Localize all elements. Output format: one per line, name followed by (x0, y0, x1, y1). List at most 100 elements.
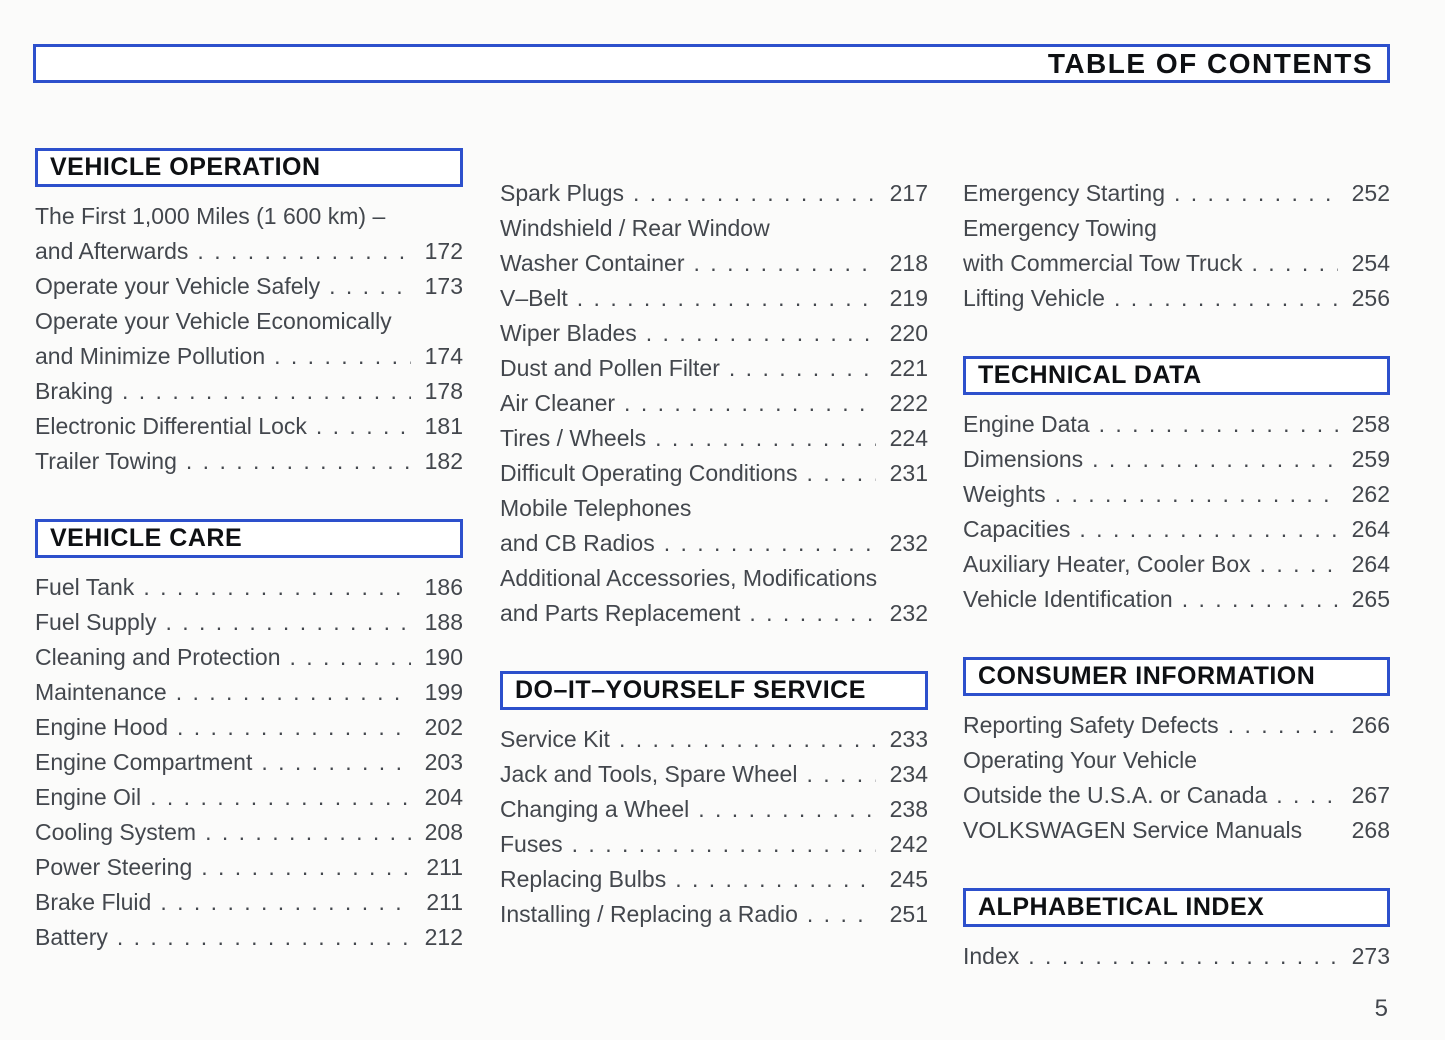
toc-entry-label: Reporting Safety Defects (963, 712, 1219, 738)
toc-entry-page: 218 (889, 250, 928, 276)
dot-leader (274, 339, 411, 374)
section-header-box: DO–IT–YOURSELF SERVICE (500, 671, 928, 710)
toc-entry-label: Braking (35, 378, 113, 404)
toc-entry: Index 273 (963, 939, 1390, 974)
dot-leader (1079, 512, 1338, 547)
toc-entry-label: Jack and Tools, Spare Wheel (500, 761, 798, 787)
dot-leader (117, 920, 411, 955)
toc-entry: Reporting Safety Defects 266 (963, 708, 1390, 743)
dot-leader (316, 409, 411, 444)
toc-column-middle: Spark Plugs 217 Windshield / Rear Window Wa… (500, 176, 928, 932)
toc-entry-page: 172 (424, 238, 463, 264)
toc-entry-page: 204 (424, 784, 463, 810)
toc-entry-label: Tires / Wheels (500, 425, 647, 451)
dot-leader (1055, 477, 1338, 512)
toc-entry-page: 211 (426, 854, 463, 880)
section-title: ALPHABETICAL INDEX (978, 893, 1265, 921)
dot-leader (1092, 442, 1338, 477)
dot-leader (1228, 708, 1338, 743)
toc-entry: Dimensions 259 (963, 442, 1390, 477)
toc-entry: V–Belt 219 (500, 281, 928, 316)
dot-leader (729, 351, 876, 386)
toc-entry-page: 254 (1351, 250, 1390, 276)
toc-entry-label: Weights (963, 481, 1046, 507)
dot-leader (1099, 407, 1338, 442)
toc-entry: Installing / Replacing a Radio 251 (500, 897, 928, 932)
toc-entry-label: with Commercial Tow Truck (963, 250, 1243, 276)
dot-leader (655, 421, 876, 456)
toc-entry-page: 212 (424, 924, 463, 950)
toc-entry-page: 181 (424, 413, 463, 439)
toc-entry-label: Washer Container (500, 250, 685, 276)
toc-entry-wrap-line: Additional Accessories, Modifications (500, 561, 928, 596)
toc-entry: Spark Plugs 217 (500, 176, 928, 211)
dot-leader (176, 675, 411, 710)
toc-entry: Washer Container 218 (500, 246, 928, 281)
toc-entry: Engine Data 258 (963, 407, 1390, 442)
toc-entry: Cooling System 208 (35, 815, 463, 850)
toc-entry: Fuses 242 (500, 827, 928, 862)
toc-entry-page: 259 (1351, 446, 1390, 472)
toc-entry: Jack and Tools, Spare Wheel 234 (500, 757, 928, 792)
dot-leader (633, 176, 876, 211)
dot-leader (577, 281, 876, 316)
toc-entry-page: 224 (889, 425, 928, 451)
toc-entry-label: Lifting Vehicle (963, 285, 1105, 311)
toc-entry: Power Steering 211 (35, 850, 463, 885)
toc-entry-page: 211 (426, 889, 463, 915)
toc-entry: Operate your Vehicle Safely 173 (35, 269, 463, 304)
dot-leader (1182, 582, 1338, 617)
toc-entry-label: and Afterwards (35, 238, 189, 264)
toc-entry-label: Additional Accessories, Modifications (500, 565, 878, 591)
toc-entry-label: Emergency Starting (963, 180, 1165, 206)
toc-entry-label: Replacing Bulbs (500, 866, 667, 892)
dot-leader (807, 897, 876, 932)
toc-entry: Brake Fluid 211 (35, 885, 463, 920)
toc-entry-page: 264 (1351, 551, 1390, 577)
toc-entry: and Afterwards 172 (35, 234, 463, 269)
toc-section: TECHNICAL DATA Engine Data 258 Dimensions 25… (963, 356, 1390, 617)
toc-entry-label: Fuel Supply (35, 609, 157, 635)
toc-entry-page: 178 (424, 378, 463, 404)
toc-entry-label: Engine Oil (35, 784, 142, 810)
section-header-box: VEHICLE CARE (35, 519, 463, 558)
dot-leader (806, 456, 876, 491)
toc-entry-label: The First 1,000 Miles (1 600 km) – (35, 203, 386, 229)
dot-leader (1028, 939, 1338, 974)
toc-entry-page: 252 (1351, 180, 1390, 206)
toc-entry: Air Cleaner 222 (500, 386, 928, 421)
toc-entry: and Parts Replacement 232 (500, 596, 928, 631)
dot-leader (646, 316, 876, 351)
toc-entry: Braking 178 (35, 374, 463, 409)
toc-entry-page: 222 (889, 390, 928, 416)
dot-leader (572, 827, 876, 862)
toc-section: ALPHABETICAL INDEX Index 273 (963, 888, 1390, 974)
toc-entry-label: Vehicle Identification (963, 586, 1173, 612)
dot-leader (619, 722, 876, 757)
toc-entry-page: 232 (889, 600, 928, 626)
toc-entry: Weights 262 (963, 477, 1390, 512)
dot-leader (1174, 176, 1338, 211)
toc-section: VEHICLE CARE Fuel Tank 186 Fuel Supply 188 Cl… (35, 519, 463, 955)
toc-entry-label: Outside the U.S.A. or Canada (963, 782, 1268, 808)
toc-entry-label: Electronic Differential Lock (35, 413, 307, 439)
toc-entry-wrap-line: Operate your Vehicle Economically (35, 304, 463, 339)
dot-leader (698, 792, 876, 827)
dot-leader (749, 596, 876, 631)
dot-leader (624, 386, 876, 421)
toc-entry: Electronic Differential Lock 181 (35, 409, 463, 444)
toc-entry-page: 234 (889, 761, 928, 787)
page-number: 5 (1374, 995, 1388, 1022)
toc-entry-label: Dimensions (963, 446, 1084, 472)
dot-leader (205, 815, 411, 850)
toc-entry-label: and Parts Replacement (500, 600, 741, 626)
toc-entry-page: 238 (889, 796, 928, 822)
toc-entry-page: 186 (424, 574, 463, 600)
toc-entry-label: Emergency Towing (963, 215, 1157, 241)
toc-entry: Dust and Pollen Filter 221 (500, 351, 928, 386)
toc-entry-label: Service Kit (500, 726, 610, 752)
toc-entry-label: Installing / Replacing a Radio (500, 901, 798, 927)
toc-entry-label: Engine Hood (35, 714, 168, 740)
toc-column-right: Emergency Starting 252 Emergency Towing wit… (963, 176, 1390, 974)
toc-entry-page: 203 (424, 749, 463, 775)
